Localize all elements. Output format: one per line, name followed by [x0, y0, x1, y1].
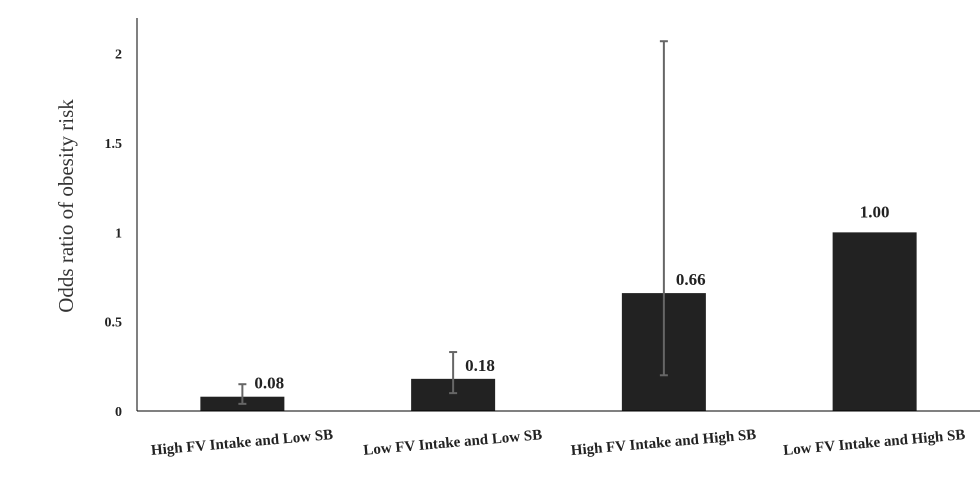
- data-label: 0.08: [254, 374, 284, 393]
- error-bars: [238, 40, 668, 405]
- x-axis-category-labels: High FV Intake and Low SB Low FV Intake a…: [150, 427, 966, 459]
- error-bar: [238, 383, 247, 405]
- error-bar: [659, 40, 668, 377]
- x-category-label: High FV Intake and Low SB: [150, 427, 333, 459]
- error-bar: [449, 351, 458, 395]
- data-label: 0.18: [465, 356, 495, 375]
- x-category-label: Low FV Intake and Low SB: [363, 427, 543, 459]
- data-label: 0.66: [676, 270, 706, 289]
- y-axis-ticks: 0 0.5 1 1.5 2: [105, 48, 123, 420]
- y-tick-label: 0.5: [105, 316, 123, 331]
- bar: [832, 232, 917, 411]
- x-category-label: High FV Intake and High SB: [570, 427, 757, 459]
- y-tick-label: 2: [115, 48, 122, 63]
- data-labels: 0.08 0.18 0.66 1.00: [254, 202, 889, 392]
- y-tick-label: 1.5: [105, 137, 123, 152]
- x-category-label: Low FV Intake and High SB: [783, 427, 966, 459]
- y-tick-label: 0: [115, 405, 122, 420]
- bars: [200, 232, 917, 411]
- y-tick-label: 1: [115, 226, 122, 241]
- data-label: 1.00: [860, 202, 890, 221]
- y-axis-label: Odds ratio of obesity risk: [54, 99, 78, 313]
